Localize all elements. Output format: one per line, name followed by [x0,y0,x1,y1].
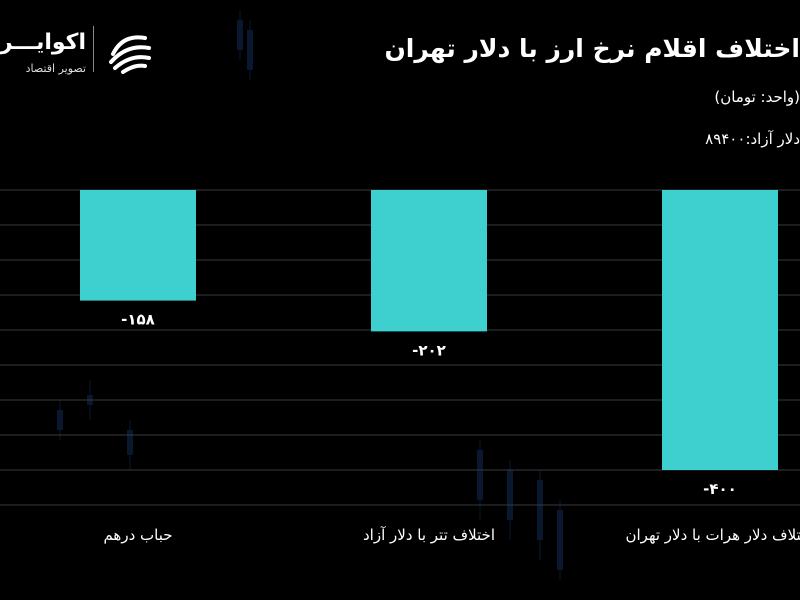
candle-decoration [537,470,543,560]
brand-swirl-icon [109,35,151,74]
category-label: حباب درهم [103,526,172,544]
category-label: اختلاف تتر با دلار آزاد [363,526,495,544]
logo-divider [93,26,94,72]
candle-decoration [247,20,253,80]
bar-value-label: -۲۰۲ [412,341,446,359]
page-title: اختلاف اقلام نرخ ارز با دلار تهران [384,34,800,63]
candle-decoration [557,500,563,580]
brand-name: اکوایـــران [0,30,86,55]
category-label: اختلاف دلار هرات با دلار تهران [625,526,800,544]
brand-tagline: تصویر اقتصاد [25,62,86,75]
candle-decoration [477,440,483,520]
bar [371,190,487,332]
candle-decoration [57,400,63,440]
candle-decoration [507,460,513,540]
unit-label: (واحد: تومان) [714,88,800,106]
candle-decoration [127,420,133,470]
bar-value-label: -۱۵۸ [121,311,155,329]
reference-rate-label: دلار آزاد:۸۹۴۰۰ [705,130,800,148]
bar [662,190,778,470]
bar-value-label: -۴۰۰ [703,480,737,498]
brand-logo: اکوایـــران تصویر اقتصاد [0,20,160,80]
bar [80,190,196,301]
candle-decoration [237,10,243,60]
